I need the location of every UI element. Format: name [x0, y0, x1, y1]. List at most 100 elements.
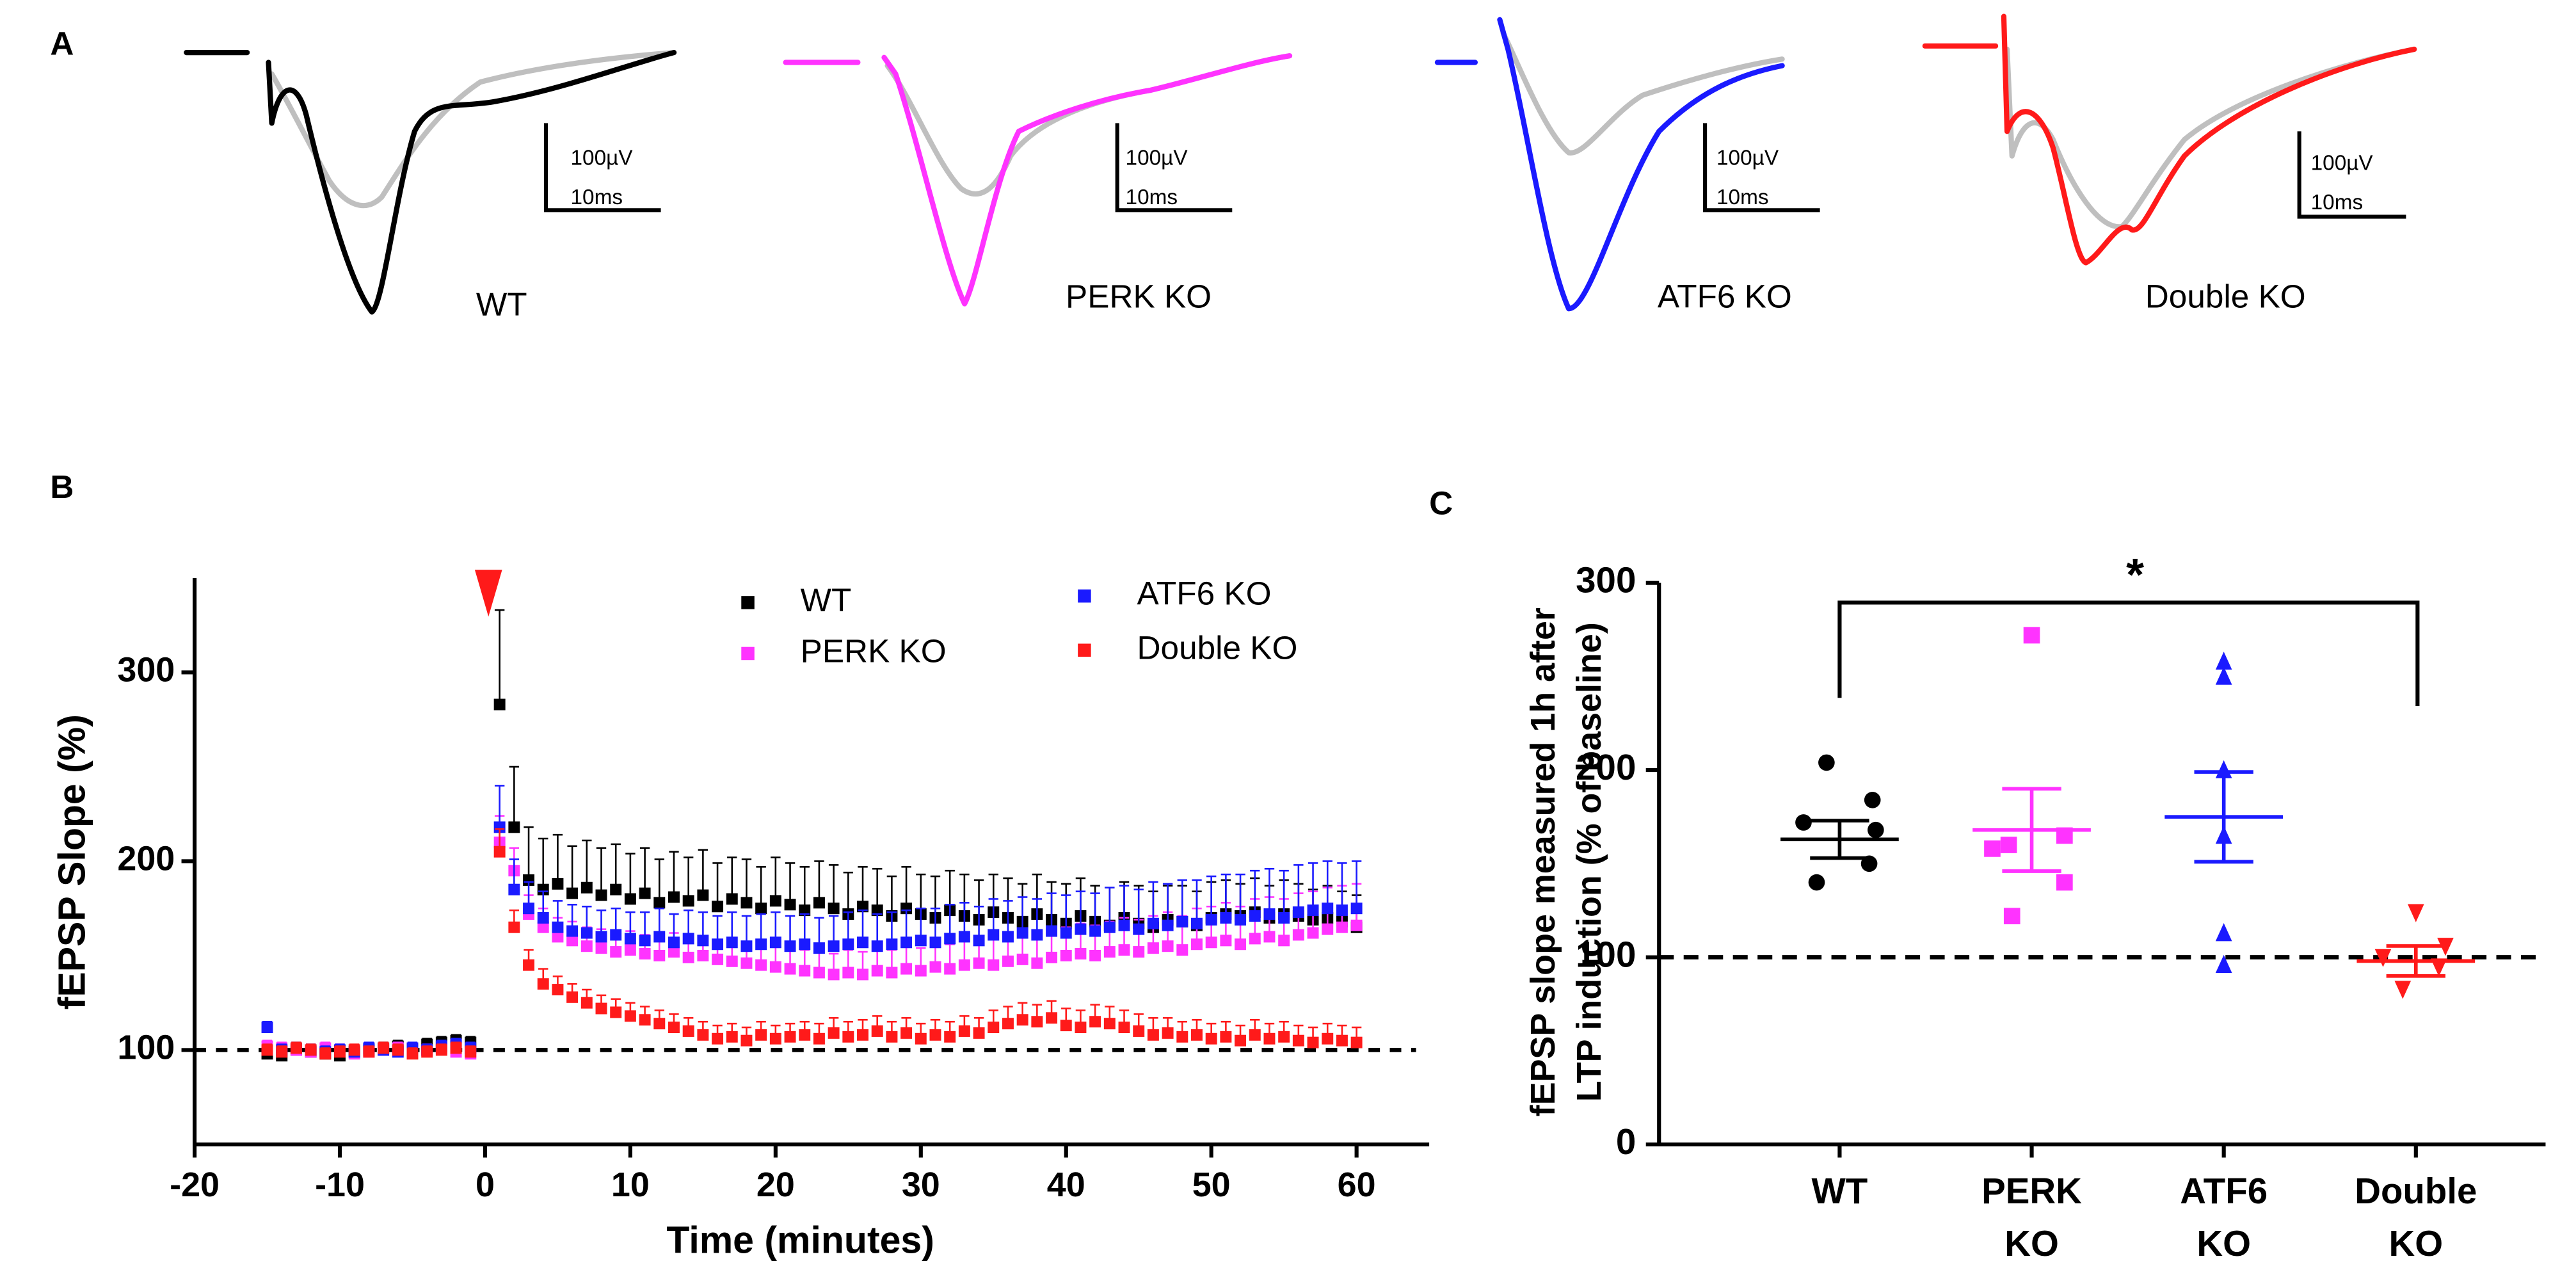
point: [712, 953, 724, 965]
point: [610, 946, 622, 958]
point: [929, 1029, 941, 1041]
point: [668, 891, 680, 903]
point: [624, 893, 636, 905]
point: [697, 949, 709, 961]
series: [261, 828, 1363, 1060]
point: [1336, 904, 1348, 917]
point: [1162, 1027, 1174, 1039]
point: [900, 1027, 913, 1039]
x-tick-label-line: ATF6: [2180, 1171, 2268, 1211]
point: [1046, 951, 1058, 963]
point: [755, 959, 767, 971]
point: [2056, 874, 2073, 891]
series: [261, 609, 1363, 1062]
point: [624, 1010, 636, 1022]
point: [1864, 792, 1881, 808]
point: [1292, 929, 1304, 941]
point: [900, 963, 913, 975]
point: [697, 889, 709, 901]
point: [566, 925, 579, 937]
y-tick-label: 200: [1576, 747, 1636, 787]
point: [653, 949, 666, 961]
point: [566, 887, 579, 899]
point: [886, 1031, 898, 1043]
point: [2407, 904, 2424, 922]
point: [799, 965, 811, 977]
point: [1118, 944, 1130, 956]
point: [537, 978, 549, 990]
x-tick-label: 60: [1338, 1166, 1376, 1204]
point: [639, 935, 651, 947]
point: [871, 965, 883, 977]
point: [624, 944, 636, 956]
point: [493, 821, 506, 833]
point: [1350, 1036, 1363, 1048]
point: [1133, 946, 1145, 958]
point: [1002, 1018, 1014, 1030]
scale-label: 10ms: [571, 186, 623, 209]
point: [1263, 908, 1276, 920]
point: [1350, 903, 1363, 915]
point: [886, 967, 898, 979]
point: [508, 821, 520, 833]
point: [755, 1029, 767, 1041]
point: [1147, 1029, 1159, 1041]
point: [580, 997, 593, 1009]
point: [2003, 908, 2020, 925]
point: [944, 933, 956, 945]
point: [842, 1031, 854, 1043]
point: [1089, 949, 1101, 961]
point: [493, 846, 506, 858]
axis-c: [1657, 582, 2546, 1147]
point: [1307, 927, 1319, 939]
point: [682, 1025, 694, 1037]
point: [1191, 917, 1203, 929]
point: [726, 955, 738, 967]
point: [988, 929, 1000, 941]
point: [886, 938, 898, 951]
point: [1191, 938, 1203, 951]
point: [682, 933, 694, 945]
point: [1263, 1032, 1276, 1045]
x-tick-label: 40: [1047, 1166, 1085, 1204]
y-axis-label-line: fEPSP slope measured 1h after: [1524, 607, 1562, 1116]
x-tick-label-line: KO: [2388, 1223, 2443, 1264]
point: [755, 903, 767, 915]
x-tick-label-line: WT: [1812, 1171, 1868, 1211]
point: [610, 1006, 622, 1018]
point: [2215, 760, 2232, 778]
y-tick-label: 200: [117, 840, 175, 878]
point: [378, 1042, 390, 1054]
y-axis-label-line: LTP induction (% of baseline): [1570, 622, 1608, 1102]
legend-label: ATF6 KO: [1137, 575, 1272, 612]
point: [276, 1046, 288, 1058]
point: [334, 1046, 346, 1058]
point: [508, 921, 520, 933]
point: [2000, 837, 2017, 853]
x-tick-label: 20: [756, 1166, 795, 1204]
trace-wt: [184, 49, 677, 315]
point: [2023, 627, 2040, 644]
point: [668, 1022, 680, 1034]
point: [668, 936, 680, 949]
scale-label: 100µV: [1716, 147, 1779, 170]
point: [2215, 954, 2232, 974]
point: [1031, 957, 1043, 969]
point: [406, 1048, 419, 1060]
y-tick-label: 100: [1576, 934, 1636, 974]
point: [988, 1022, 1000, 1034]
legend-marker: [741, 646, 755, 661]
point: [697, 1029, 709, 1041]
point: [1103, 921, 1116, 933]
point: [421, 1046, 433, 1058]
point: [493, 698, 506, 710]
x-tick-label-line: PERK: [1981, 1171, 2082, 1211]
point: [319, 1048, 332, 1060]
point: [653, 1018, 666, 1030]
point: [1278, 935, 1290, 947]
point: [290, 1042, 302, 1054]
y-axis-label: fEPSP slope measured 1h after LTP inducti…: [1524, 607, 1608, 1116]
point: [537, 883, 549, 895]
point: [1235, 913, 1247, 926]
